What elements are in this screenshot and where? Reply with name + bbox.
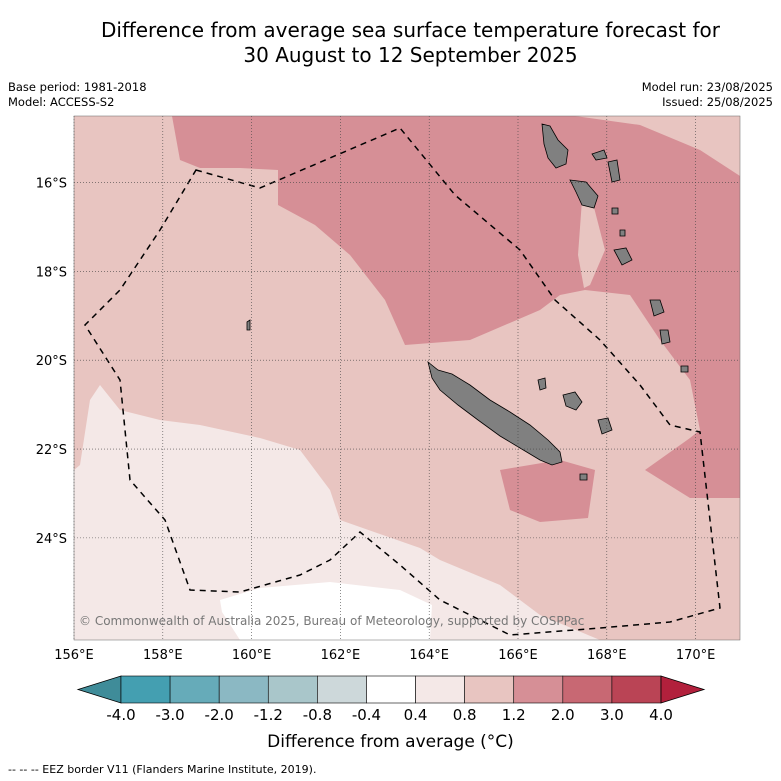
- colorbar: -4.0 -3.0 -2.0 -1.2 -0.8 -0.4 0.4 0.8 1.2 2.0 3.0 4…: [76, 675, 706, 724]
- anomaly-zone-0.8-1.2-notch: [578, 192, 605, 288]
- eez-border: [84, 127, 721, 636]
- colorbar-tick-label: 0.4: [404, 706, 428, 724]
- gridlines: [73, 116, 740, 640]
- vanuatu-malekula: [569, 179, 599, 209]
- colorbar-tick-label: 0.8: [453, 706, 477, 724]
- issued-date: Issued: 25/08/2025: [662, 95, 773, 109]
- metadata-right: Model run: 23/08/2025 Issued: 25/08/2025: [642, 80, 773, 110]
- colorbar-tick-label: -0.8: [303, 706, 332, 724]
- vanuatu-efate: [613, 247, 633, 266]
- lon-tick-label: 166°E: [498, 648, 538, 663]
- colorbar-swatch: [513, 675, 564, 704]
- vanuatu-island-4: [607, 159, 621, 183]
- lat-tick-label: 20°S: [36, 354, 67, 369]
- colorbar-tick-label: -2.0: [205, 706, 234, 724]
- lon-tick-label: 168°E: [587, 648, 627, 663]
- colorbar-swatch: [169, 675, 220, 704]
- colorbar-swatch: [562, 675, 613, 704]
- lat-tick-label: 22°S: [36, 443, 67, 458]
- eez-legend-footer: -- -- -- EEZ border V11 (Flanders Marine…: [8, 763, 317, 776]
- vanuatu-tanna: [659, 329, 671, 345]
- colorbar-tick-label: 2.0: [551, 706, 575, 724]
- base-period: Base period: 1981-2018: [8, 80, 147, 94]
- colorbar-tick-label: -1.2: [254, 706, 283, 724]
- model-run-date: Model run: 23/08/2025: [641, 80, 773, 94]
- anomaly-zone-1.2-2.0-north: [172, 116, 740, 498]
- copyright-notice: © Commonwealth of Australia 2025, Bureau…: [79, 614, 585, 628]
- title-line-2: 30 August to 12 September 2025: [243, 43, 578, 67]
- map-frame: [73, 115, 741, 641]
- colorbar-tick-label: -4.0: [106, 706, 135, 724]
- isle-of-pines: [579, 473, 588, 481]
- vanuatu-aneityum: [680, 365, 689, 373]
- colorbar-tick-label: 1.2: [502, 706, 526, 724]
- colorbar-swatch: [218, 675, 269, 704]
- loyalty-islands-2: [562, 391, 583, 411]
- title-line-1: Difference from average sea surface temp…: [100, 18, 720, 42]
- colorbar-swatch: [464, 675, 515, 704]
- lon-tick-label: 164°E: [409, 648, 449, 663]
- colorbar-tick-label: -3.0: [155, 706, 184, 724]
- colorbar-swatch: [267, 675, 318, 704]
- lon-tick-label: 156°E: [54, 648, 94, 663]
- vanuatu-island-small: [611, 207, 619, 215]
- anomaly-zone-1.2-2.0-south: [500, 460, 595, 522]
- lon-tick-label: 160°E: [232, 648, 272, 663]
- colorbar-swatch: [415, 675, 465, 704]
- lat-tick-label: 16°S: [36, 177, 67, 192]
- lon-tick-label: 158°E: [143, 648, 183, 663]
- colorbar-tick-label: 3.0: [600, 706, 624, 724]
- vanuatu-erromango: [649, 299, 665, 317]
- vanuatu-island-small-2: [619, 229, 626, 237]
- metadata-left: Base period: 1981-2018 Model: ACCESS-S2: [8, 80, 147, 110]
- anomaly-field: [74, 116, 740, 640]
- colorbar-swatch: [120, 675, 171, 704]
- anomaly-zone-0.4-0.8: [74, 385, 600, 640]
- anomaly-zone-0.0-0.4: [220, 582, 432, 640]
- colorbar-swatch: [317, 675, 367, 704]
- loyalty-islands-1: [537, 377, 547, 391]
- colorbar-swatch: [611, 675, 662, 704]
- colorbar-extend-high: [660, 675, 706, 704]
- map-title: Difference from average sea surface temp…: [40, 18, 781, 68]
- lat-tick-label: 18°S: [36, 265, 67, 280]
- lon-tick-label: 162°E: [321, 648, 361, 663]
- lon-tick-label: 170°E: [676, 648, 716, 663]
- axis-ticks: 156°E 158°E 160°E 162°E 164°E 166°E 168°E 170°E…: [36, 177, 716, 663]
- new-caledonia-main-island: [427, 360, 563, 466]
- model-name: Model: ACCESS-S2: [8, 95, 115, 109]
- lat-tick-label: 24°S: [36, 532, 67, 547]
- colorbar-tick-label: 4.0: [649, 706, 673, 724]
- chesterfield-islet: [246, 319, 251, 331]
- loyalty-islands-3: [597, 417, 613, 435]
- vanuatu-espiritu-santo: [541, 123, 569, 169]
- colorbar-tick-label: -0.4: [352, 706, 381, 724]
- colorbar-extend-low: [76, 675, 122, 704]
- colorbar-title: Difference from average (°C): [267, 732, 514, 752]
- colorbar-swatch: [366, 675, 416, 704]
- anomaly-zone-0.8-1.2-northeast: [575, 116, 740, 176]
